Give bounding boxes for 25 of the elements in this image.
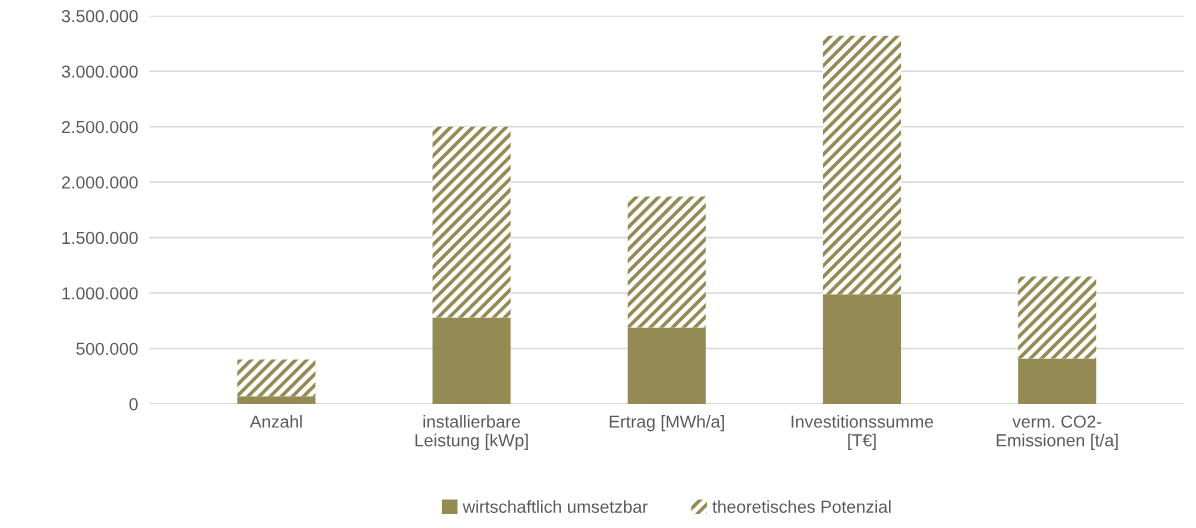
bar — [237, 359, 316, 397]
y-tick-label: 3.000.000 — [61, 65, 138, 78]
x-tick-label: installierbare Leistung [kWp] — [415, 415, 528, 450]
x-tick-label: Anzahl — [249, 415, 302, 428]
bar — [432, 126, 511, 318]
bar — [627, 196, 706, 328]
y-tick-label: 500.000 — [76, 342, 138, 355]
x-tick-label: Investitionssumme [T€] — [791, 415, 934, 450]
bar — [627, 327, 706, 404]
bar — [1018, 358, 1097, 404]
y-tick-label: 1.500.000 — [62, 231, 138, 245]
bar — [237, 396, 316, 404]
bar — [1018, 276, 1097, 359]
x-tick-label: Ertrag [MWh/a] — [609, 415, 724, 432]
y-tick-label: 3.500.000 — [61, 10, 138, 23]
x-tick-label: verm. CO2- Emissionen [t/a] — [996, 415, 1118, 450]
legend-label: wirtschaftlich umsetzbar — [462, 500, 648, 513]
bar — [822, 294, 902, 404]
bar — [432, 317, 511, 404]
y-tick-label: 2.500.000 — [62, 120, 138, 134]
y-tick-label: 2.000.000 — [62, 176, 138, 189]
bar — [822, 35, 902, 295]
y-tick-label: 1.000.000 — [62, 287, 138, 300]
legend-label: theoretisches Potenzial — [712, 500, 891, 513]
y-tick-label: 0 — [129, 398, 138, 411]
